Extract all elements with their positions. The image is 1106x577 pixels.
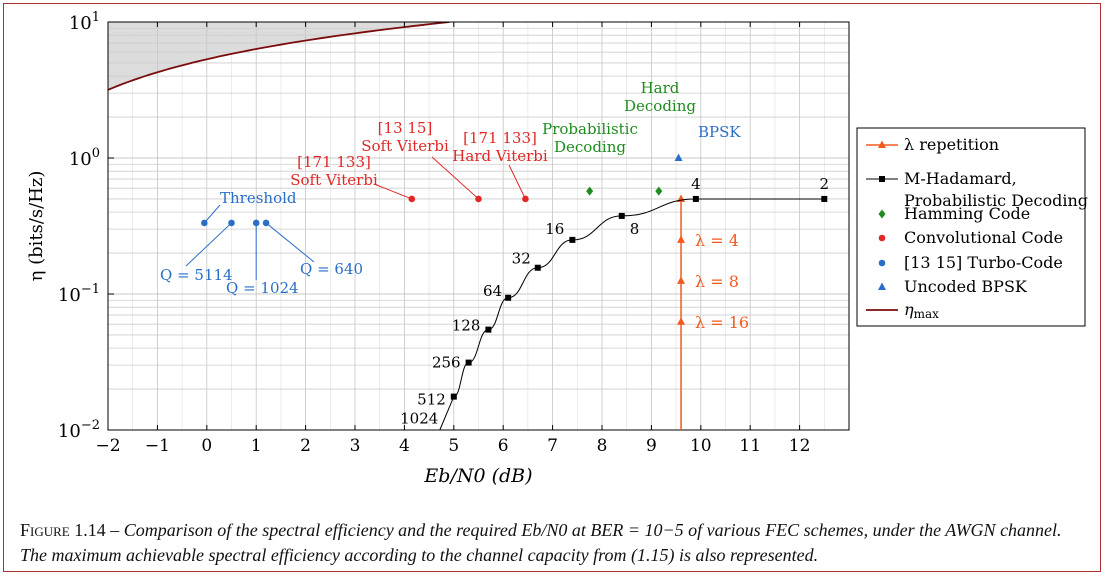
conv-171133-soft-pointer xyxy=(373,183,412,200)
y-tick-label: 10−1 xyxy=(58,282,100,306)
x-tick-label: 10 xyxy=(690,436,712,456)
conv-171133-soft-viterbi-label: [171 133] Soft Viterbi xyxy=(290,153,378,189)
x-tick-label: 3 xyxy=(350,436,361,456)
legend-label: λ repetition xyxy=(904,135,999,154)
caption-text: Comparison of the spectral efficiency an… xyxy=(20,520,1062,565)
x-tick-label: −1 xyxy=(145,436,170,456)
hadamard-point xyxy=(821,195,828,202)
x-tick-label: 11 xyxy=(739,436,761,456)
lambda-repetition-point xyxy=(677,235,686,243)
legend-label-line2: Probabilistic Decoding xyxy=(904,191,1088,210)
infeasible-region xyxy=(108,22,450,430)
x-tick-label: 2 xyxy=(300,436,311,456)
legend-label: Convolutional Code xyxy=(904,228,1063,247)
x-tick-label: 0 xyxy=(201,436,212,456)
hadamard-point-label: 256 xyxy=(432,354,461,372)
legend-swatch-marker xyxy=(878,259,886,267)
lambda-repetition-point xyxy=(677,276,686,284)
conv-171133-hard-viterbi-label: [171 133] Hard Viterbi xyxy=(452,129,548,165)
x-tick-label: 6 xyxy=(498,436,509,456)
hadamard-point-label: 4 xyxy=(691,175,701,193)
legend-label: Uncoded BPSK xyxy=(904,277,1028,296)
y-tick-label: 101 xyxy=(69,10,100,34)
y-axis-label: η (bits/s/Hz) xyxy=(26,171,47,282)
q-1024-label: Q = 1024 xyxy=(226,279,299,297)
figure-frame xyxy=(3,3,1101,572)
legend-label: [13 15] Turbo-Code xyxy=(904,253,1063,272)
hadamard-point-label: 64 xyxy=(483,282,502,300)
legend-swatch-marker xyxy=(878,209,886,219)
legend-swatch-marker xyxy=(878,234,886,242)
legend xyxy=(856,127,1086,327)
hamming-hard-decoding-label: Hard Decoding xyxy=(624,79,696,115)
legend-swatch-marker xyxy=(878,282,886,290)
y-tick-label: 10−2 xyxy=(58,418,100,442)
hadamard-point xyxy=(534,264,541,271)
legend-label: Hamming Code xyxy=(904,204,1030,223)
x-tick-label: 12 xyxy=(789,436,811,456)
legend-swatch-marker xyxy=(878,140,886,148)
y-tick-label: 100 xyxy=(69,146,100,170)
hadamard-point-label: 512 xyxy=(417,391,446,409)
x-tick-label: 8 xyxy=(597,436,608,456)
legend-swatch-marker xyxy=(879,176,885,182)
legend-label: M-Hadamard, xyxy=(904,169,1017,188)
legend-box xyxy=(856,127,1086,327)
plot-frame xyxy=(107,21,850,431)
x-tick-label: 4 xyxy=(399,436,410,456)
legend-label: ηmax xyxy=(904,300,939,321)
x-tick-label: 7 xyxy=(547,436,558,456)
uncoded-bpsk-point xyxy=(674,153,683,161)
x-tick-label: −2 xyxy=(95,436,120,456)
bpsk-label: BPSK xyxy=(698,123,741,141)
hadamard-point xyxy=(692,195,699,202)
q-640-label: Q = 640 xyxy=(300,260,363,278)
q-5114-pointer xyxy=(185,222,232,267)
x-tick-label: 9 xyxy=(646,436,657,456)
lambda-4-label: λ = 4 xyxy=(695,231,739,250)
hadamard-point-label: 8 xyxy=(630,220,640,238)
hadamard-point-label-1024: 1024 xyxy=(400,409,438,427)
caption-dash: – xyxy=(105,520,124,540)
threshold-pointer xyxy=(203,204,221,224)
lambda-8-label: λ = 8 xyxy=(695,272,739,291)
conv-171133-hard-pointer xyxy=(508,164,526,200)
hadamard-point xyxy=(569,236,576,243)
hadamard-point xyxy=(465,359,472,366)
hamming-probabilistic-decoding-label: Probabilistic Decoding xyxy=(542,120,638,156)
x-tick-label: 5 xyxy=(448,436,459,456)
hadamard-point xyxy=(450,393,457,400)
hadamard-point xyxy=(485,326,492,333)
figure-caption: Figure 1.14 – Comparison of the spectral… xyxy=(20,518,1092,568)
hadamard-point xyxy=(618,212,625,219)
hadamard-point-label: 16 xyxy=(545,220,564,238)
chart: −2 −1 0 1 2 3 4 5 6 7 8 9 10 11 1210−210−1100101Eb/N0 … xyxy=(26,10,1088,487)
lambda-16-label: λ = 16 xyxy=(695,313,749,332)
hadamard-point xyxy=(505,294,512,301)
eta-max-curve xyxy=(108,22,450,91)
hadamard-point-label: 32 xyxy=(512,250,531,268)
hadamard-point-label: 128 xyxy=(452,317,481,335)
hamming-code-point xyxy=(586,186,594,196)
hamming-code-point xyxy=(655,186,663,196)
conv-1315-soft-viterbi-label: [13 15] Soft Viterbi xyxy=(361,119,449,155)
x-tick-label: 1 xyxy=(251,436,262,456)
conv-1315-pointer xyxy=(431,156,479,200)
threshold-label: Threshold xyxy=(220,189,297,207)
x-axis-label: Eb/N0 (dB) xyxy=(423,465,532,487)
caption-label: Figure 1.14 xyxy=(20,520,106,540)
hadamard-point-label: 2 xyxy=(820,175,830,193)
q-640-pointer xyxy=(265,222,315,263)
grid xyxy=(107,22,849,431)
lambda-repetition-point xyxy=(677,317,686,325)
q-5114-label: Q = 5114 xyxy=(160,266,233,284)
